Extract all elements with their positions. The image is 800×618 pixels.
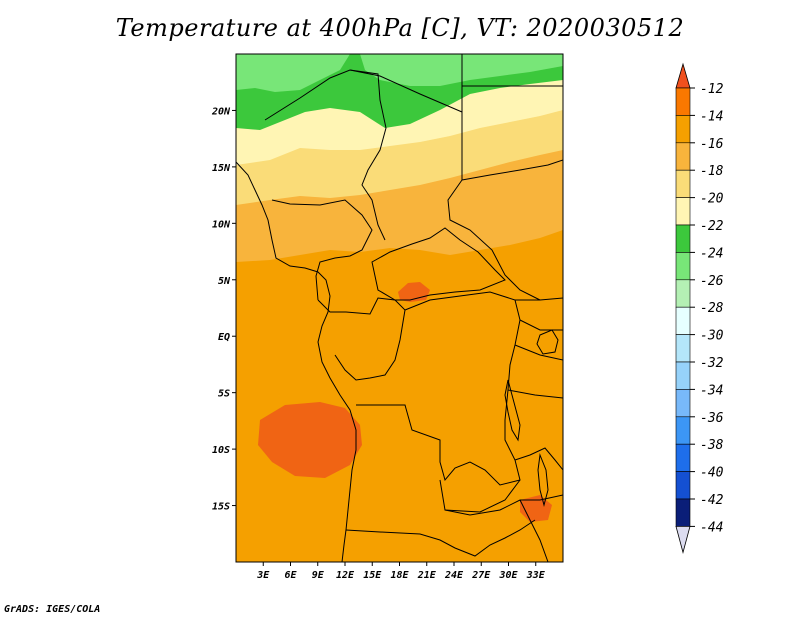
colorbar-label: -26 bbox=[700, 274, 724, 289]
colorbar-label: -24 bbox=[700, 246, 723, 261]
colorbar-segment bbox=[675, 197, 691, 226]
border-zambia-mozambique bbox=[444, 494, 563, 516]
x-tick-label: 6E bbox=[284, 570, 297, 581]
colorbar-segment bbox=[675, 87, 691, 116]
colorbar-segment bbox=[675, 142, 691, 171]
y-tick-label: 10N bbox=[212, 219, 231, 230]
border-chad-sudan-east bbox=[461, 159, 563, 181]
colorbar-top-arrow bbox=[675, 62, 691, 89]
country-borders bbox=[236, 54, 563, 562]
colorbar-label: -34 bbox=[700, 383, 723, 398]
border-nigeria-cameroon bbox=[271, 199, 373, 301]
field-warm-patch-angola bbox=[258, 402, 362, 478]
colorbar-segment bbox=[675, 361, 691, 390]
colorbar-label: -42 bbox=[700, 493, 724, 508]
border-niger-chad bbox=[264, 69, 387, 241]
border-angola-zambia bbox=[439, 479, 521, 513]
colorbar-segment bbox=[675, 389, 691, 418]
colorbar-segment bbox=[675, 224, 691, 253]
y-tick-label: 20N bbox=[211, 106, 231, 117]
x-tick-label: 12E bbox=[336, 570, 355, 581]
colorbar-label: -38 bbox=[700, 438, 724, 453]
colorbar-label: -30 bbox=[700, 329, 724, 344]
colorbar-segment bbox=[675, 306, 691, 335]
colorbar-label: -36 bbox=[700, 411, 724, 426]
colorbar-segment bbox=[675, 443, 691, 472]
colorbar: -12 -14 -16 -18 -20 -22 -24 -26 -28 -30 -32 -34 -36 -… bbox=[675, 62, 724, 554]
y-tick-label: 10S bbox=[212, 445, 230, 456]
border-libya-sudan bbox=[349, 69, 541, 301]
colorbar-segment bbox=[675, 471, 691, 500]
colorbar-segment bbox=[675, 252, 691, 281]
lake-victoria bbox=[536, 329, 559, 355]
y-tick-label: 15S bbox=[212, 502, 230, 513]
x-tick-label: 15E bbox=[363, 570, 382, 581]
colorbar-segment bbox=[675, 498, 691, 527]
border-congo bbox=[317, 297, 406, 381]
lake-tanganyika bbox=[504, 379, 521, 442]
y-tick-label: 5N bbox=[218, 276, 231, 287]
border-east-africa bbox=[507, 297, 563, 471]
x-tick-label: 27E bbox=[471, 570, 491, 581]
colorbar-label: -28 bbox=[700, 301, 724, 316]
colorbar-label: -16 bbox=[700, 137, 724, 152]
colorbar-label: -14 bbox=[700, 109, 723, 124]
colorbar-segment bbox=[675, 115, 691, 144]
border-mozambique bbox=[519, 499, 549, 562]
colorbar-label: -22 bbox=[700, 219, 724, 234]
x-tick-label: 21E bbox=[417, 570, 437, 581]
x-tick-label: 33E bbox=[526, 570, 546, 581]
colorbar-label: -12 bbox=[700, 82, 724, 97]
y-tick-label: EQ bbox=[218, 332, 230, 343]
colorbar-segment bbox=[675, 334, 691, 363]
coastline-west bbox=[236, 161, 357, 562]
temperature-field bbox=[236, 54, 563, 562]
colorbar-segment bbox=[675, 169, 691, 198]
colorbar-bottom-arrow bbox=[675, 526, 691, 554]
colorbar-label: -18 bbox=[700, 164, 724, 179]
border-car bbox=[371, 227, 506, 301]
border-drc bbox=[356, 291, 521, 486]
y-tick-label: 15N bbox=[212, 163, 231, 174]
colorbar-label: -20 bbox=[700, 192, 724, 207]
border-namibia bbox=[345, 519, 536, 557]
grads-credit: GrADS: IGES/COLA bbox=[4, 604, 101, 615]
x-tick-label: 3E bbox=[256, 570, 270, 581]
x-tick-label: 9E bbox=[312, 570, 325, 581]
colorbar-segment bbox=[675, 279, 691, 308]
colorbar-label: -40 bbox=[700, 466, 724, 481]
y-tick-label: 5S bbox=[218, 389, 230, 400]
colorbar-label: -32 bbox=[700, 356, 724, 371]
colorbar-label: -44 bbox=[700, 520, 723, 535]
x-tick-label: 24E bbox=[444, 570, 464, 581]
x-tick-label: 18E bbox=[390, 570, 409, 581]
field-band-24-26-west bbox=[236, 54, 350, 92]
lake-malawi bbox=[537, 453, 549, 507]
y-axis: 20N 15N 10N 5N EQ 5S 10S 15S bbox=[211, 106, 236, 513]
colorbar-segment bbox=[675, 416, 691, 445]
x-axis: 3E 6E 9E 12E 15E 18E 21E 24E 27E 30E 33E bbox=[256, 562, 546, 581]
chart-title: Temperature at 400hPa [C], VT: 202003051… bbox=[115, 14, 685, 42]
x-tick-label: 30E bbox=[498, 570, 518, 581]
